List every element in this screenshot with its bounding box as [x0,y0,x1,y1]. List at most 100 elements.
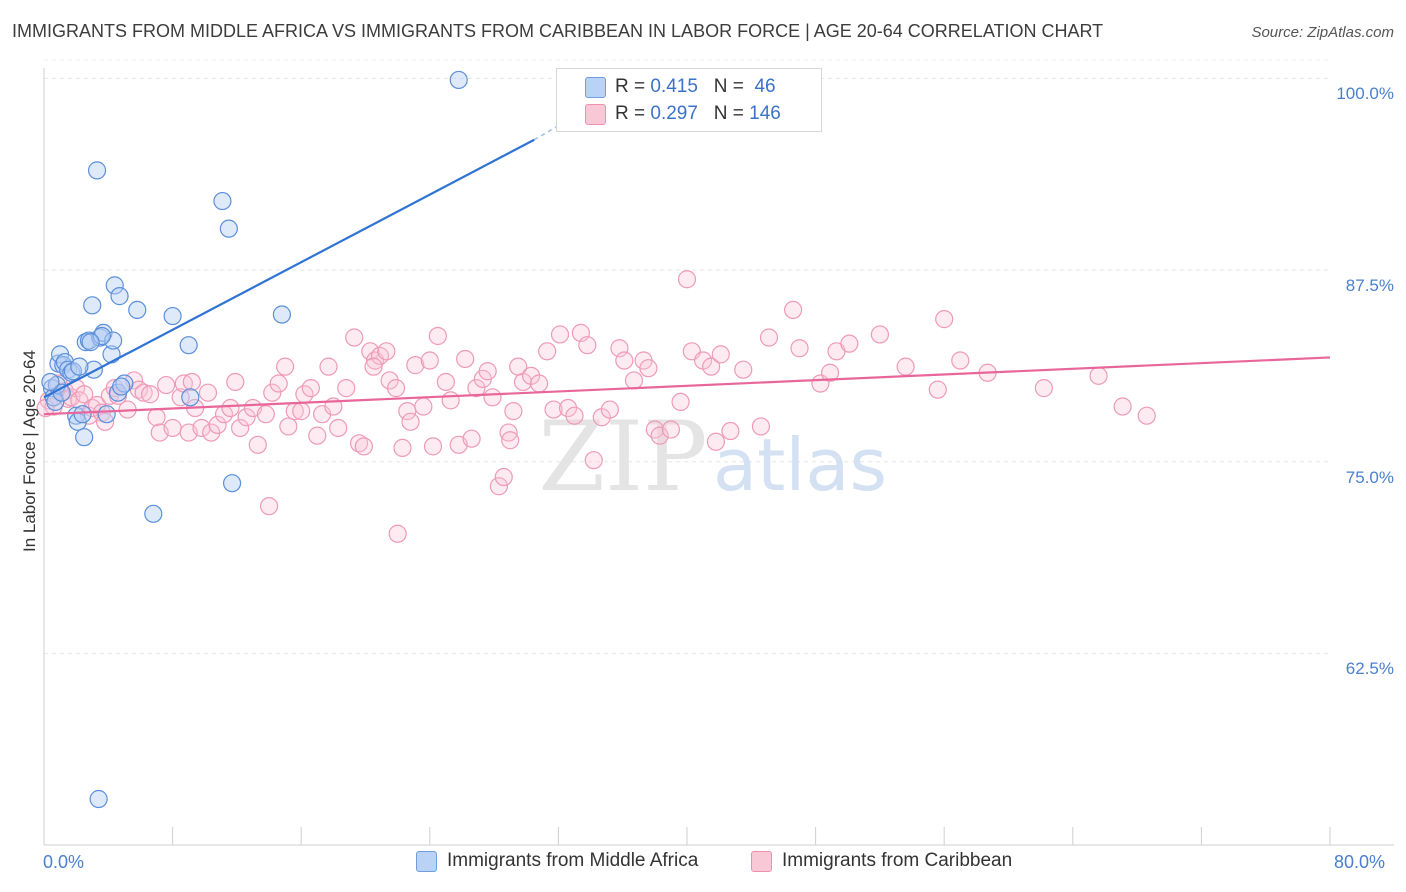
data-point-caribbean [231,418,250,438]
data-point-caribbean [337,379,356,398]
trend-lines [43,108,1331,416]
data-point-caribbean [478,362,497,381]
data-point-caribbean [677,270,697,289]
data-point-middle-africa [63,362,83,381]
data-point-caribbean [499,423,518,442]
data-point-caribbean [462,429,481,448]
data-point-caribbean [308,426,327,445]
data-point-caribbean [483,388,502,407]
data-point-caribbean [406,356,425,375]
data-point-caribbean [388,524,407,543]
watermark-zip: ZIP [538,401,707,513]
data-point-caribbean [751,417,771,436]
trend-line-middle-africa [43,138,535,399]
data-point-middle-africa [83,296,102,315]
data-point-caribbean [1113,397,1132,416]
data-point-caribbean [1089,366,1108,385]
data-point-caribbean [147,408,166,427]
legend-r-value: 0.297 [650,103,698,124]
data-point-caribbean [256,405,275,424]
y-tick-label: 75.0% [1345,467,1394,487]
data-point-caribbean [279,417,298,436]
data-point-middle-africa [81,333,100,352]
data-point-caribbean [544,400,563,419]
data-point-caribbean [428,326,447,346]
data-point-middle-africa [87,161,107,180]
data-point-caribbean [467,379,486,398]
data-point-caribbean [504,402,523,421]
data-point-caribbean [584,451,603,470]
data-point-caribbean [790,339,809,358]
data-point-caribbean [615,351,634,370]
bottom-legend-middle-africa: Immigrants from Middle Africa [416,850,698,872]
data-point-caribbean [624,371,644,390]
data-point-caribbean [706,432,726,451]
data-point-caribbean [671,392,690,412]
data-point-caribbean [721,421,740,441]
data-point-caribbean [377,342,396,361]
data-point-middle-africa [213,191,232,211]
data-point-middle-africa [97,405,116,424]
series-caribbean-points [36,270,1156,543]
data-point-caribbean [292,402,311,421]
x-tick-label-max: 80.0% [1334,852,1386,872]
data-point-middle-africa [89,789,108,809]
data-point-caribbean [639,359,658,378]
legend-n-label: N = [713,76,744,97]
y-tick-label: 87.5% [1345,276,1394,296]
data-point-middle-africa [67,406,86,425]
data-point-caribbean [840,334,859,353]
legend-r-label: R = [615,76,646,97]
data-point-caribbean [414,397,433,416]
bottom-legend-label-middle-africa: Immigrants from Middle Africa [447,850,699,871]
legend-row-caribbean: R = 0.297 N = 146 [615,102,781,126]
y-tick-label: 100.0% [1336,84,1394,104]
data-point-caribbean [783,300,803,320]
bottom-legend-swatch-blue [416,850,437,872]
data-point-middle-africa [163,306,182,326]
data-point-caribbean [269,374,288,393]
data-point-middle-africa [104,331,123,350]
data-point-caribbean [759,328,779,347]
data-point-caribbean [248,435,267,454]
data-point-caribbean [354,437,373,456]
data-point-caribbean [423,437,443,456]
data-point-caribbean [565,406,584,425]
data-point-caribbean [530,374,549,393]
data-point-caribbean [329,418,348,438]
legend-row-middle-africa: R = 0.415 N = 46 [615,75,776,99]
data-point-caribbean [645,420,664,439]
data-point-caribbean [364,357,383,376]
data-point-caribbean [276,357,295,376]
axes [43,68,1394,846]
data-point-caribbean [870,325,890,344]
data-point-caribbean [935,310,954,329]
data-point-caribbean [928,380,947,399]
data-point-caribbean [650,426,669,445]
data-point-caribbean [1137,406,1156,425]
watermark-atlas: atlas [713,423,887,507]
data-point-caribbean [538,342,557,361]
data-point-middle-africa [219,219,238,238]
chart-title: IMMIGRANTS FROM MIDDLE AFRICA VS IMMIGRA… [12,21,1104,41]
data-point-caribbean [501,431,520,450]
x-tick-label-min: 0.0% [43,852,85,872]
data-point-caribbean [489,477,509,496]
data-point-middle-africa [181,388,200,407]
data-point-middle-africa [70,357,89,376]
legend-r-label: R = [615,103,646,124]
data-point-middle-africa [73,405,92,424]
data-point-caribbean [386,379,406,398]
data-point-middle-africa [115,374,134,393]
data-point-caribbean [441,391,460,410]
data-point-middle-africa [128,300,147,320]
data-point-middle-africa [222,474,242,493]
data-point-caribbean [661,420,681,439]
data-point-caribbean [208,415,227,435]
data-point-caribbean [550,325,570,344]
data-point-caribbean [494,467,513,487]
data-point-caribbean [171,388,190,407]
data-point-middle-africa [92,326,111,346]
data-point-caribbean [711,345,730,364]
